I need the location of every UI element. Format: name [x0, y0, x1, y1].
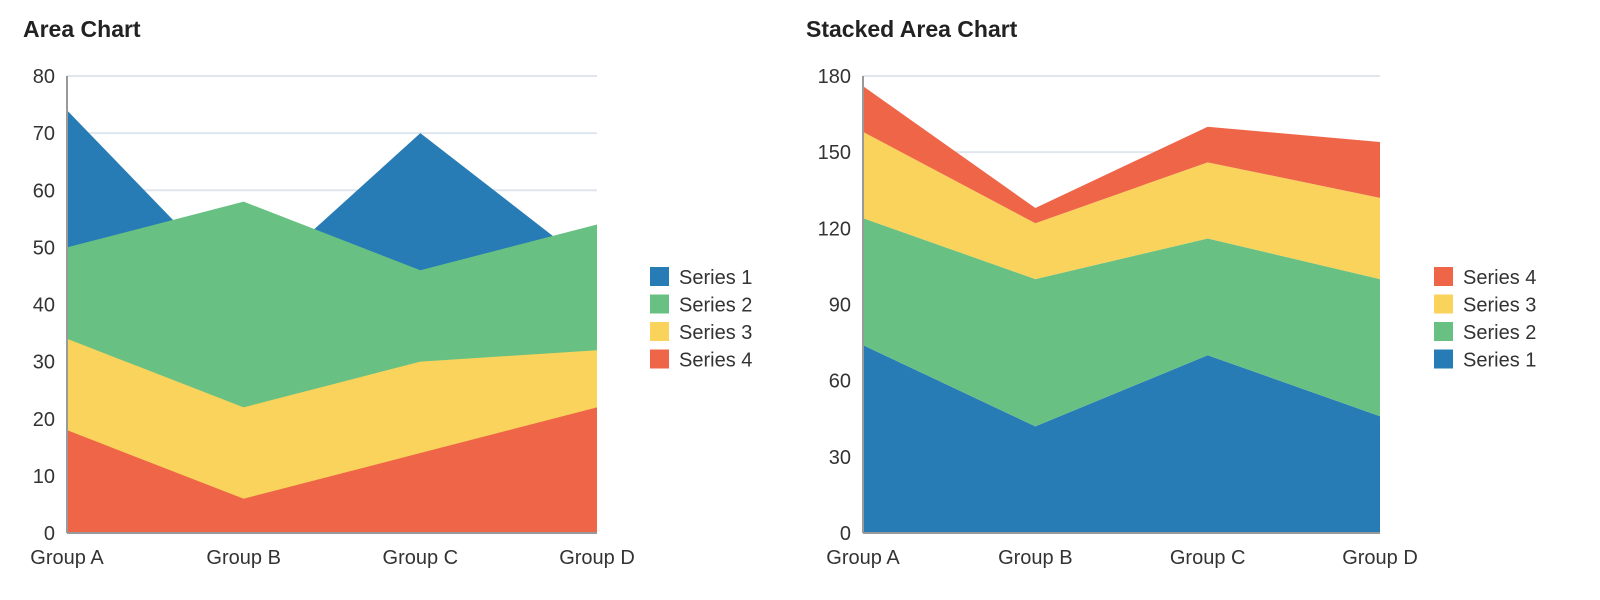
area-series-2 [863, 218, 1380, 427]
x-tick-label: Group D [1342, 547, 1418, 569]
legend-label-series-1: Series 1 [1463, 350, 1536, 372]
y-tick-label: 90 [829, 295, 851, 317]
y-tick-label: 30 [33, 352, 55, 374]
x-tick-label: Group C [1170, 547, 1246, 569]
area-chart-title: Area Chart [23, 16, 141, 42]
area-series-3 [863, 131, 1380, 280]
x-tick-label: Group A [30, 547, 104, 569]
y-tick-label: 0 [44, 523, 55, 545]
legend-label-series-4: Series 4 [679, 350, 752, 372]
x-tick-label: Group B [998, 547, 1072, 569]
y-tick-label: 30 [829, 447, 851, 469]
legend-label-series-1: Series 1 [679, 267, 752, 289]
x-tick-label: Group A [826, 547, 900, 569]
y-tick-label: 60 [33, 180, 55, 202]
y-tick-label: 150 [818, 142, 851, 164]
legend-swatch-series-2 [1434, 322, 1453, 341]
y-tick-label: 50 [33, 237, 55, 259]
stacked-area-chart: 0 30 60 90 120 150 180 Group A Group B Group C Gro… [818, 66, 1537, 569]
stacked-area-chart-title: Stacked Area Chart [806, 16, 1018, 42]
y-tick-label: 120 [818, 218, 851, 240]
y-tick-label: 70 [33, 123, 55, 145]
legend-label-series-4: Series 4 [1463, 267, 1536, 289]
legend-label-series-3: Series 3 [1463, 295, 1536, 317]
y-tick-label: 10 [33, 466, 55, 488]
area-series-4 [863, 86, 1380, 224]
x-tick-label: Group D [559, 547, 635, 569]
y-tick-label: 180 [818, 66, 851, 88]
legend-label-series-2: Series 2 [679, 295, 752, 317]
y-tick-label: 0 [840, 523, 851, 545]
area-series-4 [67, 407, 597, 533]
legend-swatch-series-3 [650, 322, 669, 341]
y-tick-label: 60 [829, 371, 851, 393]
area-chart: 0 10 20 30 40 50 60 70 80 Group A Group B Group C Gr… [30, 66, 752, 569]
legend-label-series-3: Series 3 [679, 322, 752, 344]
legend-label-series-2: Series 2 [1463, 322, 1536, 344]
legend-swatch-series-1 [650, 267, 669, 286]
area-series-1 [863, 345, 1380, 533]
legend-swatch-series-3 [1434, 294, 1453, 314]
legend-swatch-series-2 [650, 294, 669, 314]
x-tick-label: Group B [206, 547, 280, 569]
y-tick-label: 20 [33, 409, 55, 431]
legend-swatch-series-4 [1434, 267, 1453, 286]
legend-swatch-series-1 [1434, 349, 1453, 369]
x-tick-label: Group C [383, 547, 459, 569]
legend-swatch-series-4 [650, 349, 669, 369]
y-tick-label: 40 [33, 295, 55, 317]
y-tick-label: 80 [33, 66, 55, 88]
